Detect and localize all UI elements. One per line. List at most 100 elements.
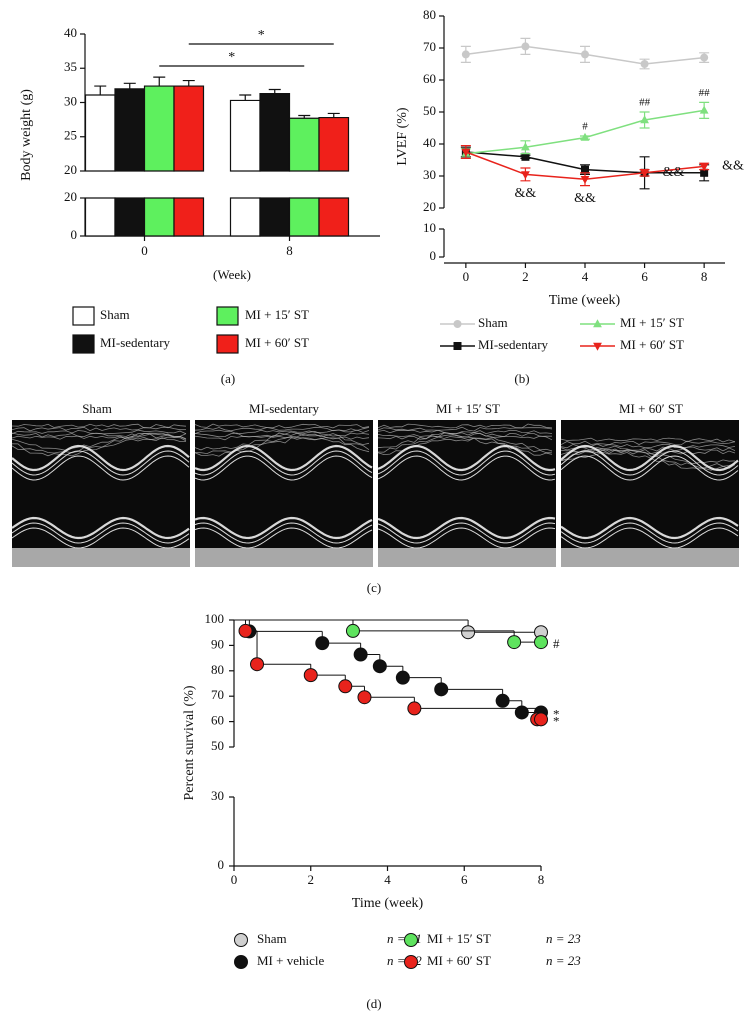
y-axis-label: Body weight (g) <box>19 89 34 181</box>
legend-marker <box>234 955 248 969</box>
echo-label: Sham <box>82 401 112 416</box>
y-tick-label: 80 <box>211 662 224 677</box>
x-tick-label: 4 <box>384 872 391 887</box>
survival-marker <box>407 701 422 716</box>
echo-wall <box>560 516 739 540</box>
x-tick-label: 6 <box>461 872 468 887</box>
marker <box>581 50 589 59</box>
marker <box>580 132 590 141</box>
legend-marker <box>234 933 248 947</box>
legend-marker <box>453 320 462 328</box>
y-tick-label: 40 <box>64 25 77 40</box>
x-tick-label: 8 <box>538 872 545 887</box>
echo-texture <box>194 433 370 455</box>
survival-marker <box>357 690 372 705</box>
echo-texture <box>194 430 370 451</box>
survival-marker <box>303 668 318 683</box>
marker <box>580 176 590 184</box>
end-annotation: # <box>553 636 560 651</box>
echo-texture <box>377 423 553 429</box>
point-annotation: && <box>515 186 537 201</box>
echo-texture <box>11 426 187 432</box>
echo-wall <box>11 522 190 544</box>
echo-wall <box>194 516 373 540</box>
x-tick-label: 8 <box>286 243 293 258</box>
echo-wall <box>377 455 556 481</box>
y-tick-label: 100 <box>205 611 225 626</box>
error-bar <box>239 94 252 101</box>
bar <box>318 116 350 237</box>
y-axis-label: LVEF (%) <box>395 107 410 166</box>
panel-caption: (a) <box>221 371 235 386</box>
x-tick-label: 0 <box>463 269 470 284</box>
point-annotation: && <box>722 159 744 174</box>
echo-texture <box>560 449 736 455</box>
echo-wall <box>560 444 739 472</box>
bar <box>288 117 320 237</box>
marker <box>699 105 709 114</box>
marker <box>581 165 589 174</box>
legend-label: MI-sedentary <box>478 337 549 352</box>
x-tick-label: 8 <box>701 269 708 284</box>
y-tick-label: 25 <box>64 128 77 143</box>
bar <box>173 85 205 237</box>
significance-label: * <box>258 28 265 43</box>
marker <box>521 171 530 180</box>
legend-n: n = 23 <box>546 931 581 946</box>
panel-caption: (d) <box>366 996 381 1011</box>
error-bar <box>327 112 340 118</box>
marker <box>640 60 649 68</box>
x-tick-label: 0 <box>231 872 238 887</box>
echo-wall <box>194 444 373 472</box>
legend-label: MI + 15′ ST <box>245 307 309 322</box>
survival-marker <box>461 625 476 640</box>
y-tick-label: 0 <box>71 227 78 242</box>
bar <box>84 94 116 237</box>
echo-wall <box>377 522 556 544</box>
survival-marker <box>534 712 548 727</box>
echo-texture <box>377 435 553 441</box>
end-annotation: * <box>553 706 560 721</box>
bar <box>229 99 261 237</box>
echo-texture <box>377 429 553 435</box>
echo-texture <box>11 437 187 457</box>
echo-texture <box>11 432 187 451</box>
y-tick-label: 0 <box>218 857 225 872</box>
survival-marker <box>507 635 522 650</box>
echo-band <box>195 548 373 567</box>
marker <box>640 169 649 178</box>
echo-wall <box>11 455 190 481</box>
echo-wall <box>377 527 556 549</box>
echo-wall <box>194 450 373 476</box>
echo-wall <box>194 522 373 544</box>
y-tick-label: 70 <box>423 39 436 54</box>
echo-wall <box>11 527 190 549</box>
echo-label: MI-sedentary <box>249 401 320 416</box>
survival-marker <box>250 657 265 672</box>
point-annotation: ## <box>699 87 711 99</box>
marker <box>700 53 709 62</box>
legend-label: MI + 15′ ST <box>427 931 491 946</box>
echo-wall <box>11 516 190 540</box>
echo-wall <box>560 450 739 476</box>
echo-wall <box>11 444 190 472</box>
legend-label: MI + vehicle <box>257 953 324 968</box>
echo-wall <box>560 522 739 544</box>
y-tick-label: 60 <box>423 71 436 86</box>
legend-label: MI + 60′ ST <box>620 337 684 352</box>
echo-texture <box>560 451 736 471</box>
echo-label: MI + 60′ ST <box>619 401 683 416</box>
x-tick-label: 2 <box>308 872 315 887</box>
echo-wall <box>194 455 373 481</box>
y-tick-label: 60 <box>211 713 224 728</box>
echo-band <box>561 548 739 567</box>
legend-marker <box>453 342 462 350</box>
echo-texture <box>194 435 370 441</box>
echo-wall <box>377 444 556 472</box>
survival-marker <box>434 682 449 697</box>
marker <box>521 142 530 151</box>
y-tick-label: 20 <box>64 162 77 177</box>
y-tick-label: 20 <box>64 189 77 204</box>
x-axis-label: Time (week) <box>549 293 621 308</box>
echo-texture <box>11 423 187 429</box>
